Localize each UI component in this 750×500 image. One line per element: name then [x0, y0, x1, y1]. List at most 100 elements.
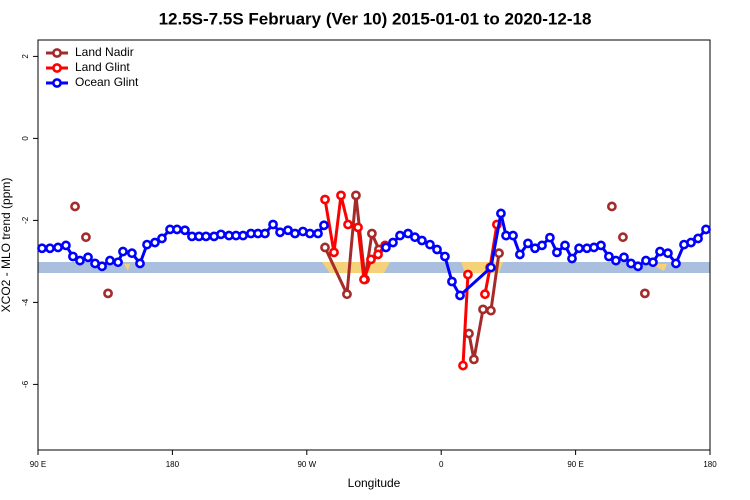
data-point: [447, 276, 457, 287]
data-point: [268, 219, 278, 230]
data-point: [604, 251, 614, 262]
data-point: [686, 237, 696, 248]
data-point: [81, 232, 91, 243]
data-point: [606, 201, 617, 212]
land-ocean-strip: [38, 262, 710, 273]
data-point: [381, 242, 391, 253]
y-tick-label: 2: [21, 54, 30, 59]
plot-frame: [37, 39, 711, 451]
data-point: [127, 248, 137, 259]
data-point: [463, 269, 473, 280]
x-axis-label: Longitude: [348, 476, 401, 490]
data-point: [508, 230, 518, 241]
data-point: [68, 251, 78, 262]
data-point: [342, 289, 352, 300]
data-point: [70, 201, 80, 212]
data-point: [343, 219, 353, 230]
data-point: [367, 228, 377, 239]
data-point: [373, 249, 383, 260]
data-point: [260, 228, 270, 239]
data-point: [455, 290, 465, 301]
data-point: [440, 251, 450, 262]
data-point: [494, 248, 504, 259]
data-point: [103, 288, 113, 299]
data-point: [486, 262, 496, 273]
x-tick-label: 180: [703, 460, 717, 469]
data-point: [180, 225, 190, 236]
data-point: [83, 252, 93, 263]
data-point: [639, 288, 650, 299]
land-shape: [124, 264, 130, 271]
y-tick-label: -2: [21, 216, 30, 224]
data-point: [75, 255, 85, 266]
data-point: [150, 237, 160, 248]
data-point: [469, 354, 479, 365]
data-point: [496, 208, 506, 219]
data-point: [353, 222, 363, 233]
data-point: [458, 360, 468, 371]
data-point: [425, 239, 435, 250]
legend-label: Land Nadir: [75, 45, 134, 59]
data-point: [105, 255, 115, 266]
data-point: [336, 190, 346, 201]
data-point: [113, 257, 123, 268]
data-point: [560, 240, 570, 251]
legend-marker: [52, 63, 62, 73]
data-point: [514, 249, 525, 260]
data-point: [142, 239, 152, 250]
data-point: [359, 274, 369, 285]
data-point: [320, 194, 330, 205]
chart-title: 12.5S-7.5S February (Ver 10) 2015-01-01 …: [159, 9, 592, 28]
data-point: [97, 261, 107, 272]
data-point: [329, 247, 339, 258]
legend-marker: [52, 78, 62, 88]
data-point: [611, 255, 621, 266]
data-point: [537, 240, 547, 251]
data-point: [351, 190, 361, 201]
data-point: [275, 227, 285, 238]
y-tick-label: 0: [21, 136, 30, 141]
data-point: [172, 224, 182, 235]
data-point: [464, 328, 474, 339]
data-point: [618, 232, 628, 243]
data-point: [567, 253, 577, 264]
data-point: [552, 247, 562, 258]
data-point: [596, 240, 606, 251]
data-point: [633, 261, 643, 272]
data-point: [290, 228, 300, 239]
land-shape: [322, 262, 390, 273]
data-point: [403, 228, 413, 239]
data-point: [157, 233, 167, 244]
data-point: [417, 235, 427, 246]
data-point: [388, 237, 398, 248]
x-tick-label: 0: [439, 460, 444, 469]
data-point: [201, 231, 211, 242]
data-point: [671, 258, 681, 269]
data-point: [366, 254, 376, 265]
data-point: [701, 224, 711, 235]
data-point: [432, 244, 442, 255]
data-point: [655, 246, 665, 257]
data-point: [693, 233, 703, 244]
x-tick-label: 90 E: [30, 460, 46, 469]
y-tick-label: -6: [21, 380, 30, 388]
data-point: [135, 258, 145, 269]
data-point: [486, 305, 496, 316]
data-point: [320, 242, 330, 253]
data-point: [53, 242, 63, 253]
legend-marker: [52, 48, 62, 58]
data-point: [238, 230, 248, 241]
x-tick-label: 90 W: [297, 460, 316, 469]
data-point: [118, 246, 128, 257]
data-point: [662, 248, 673, 259]
data-point: [37, 243, 47, 254]
legend-label: Ocean Glint: [75, 75, 139, 89]
series-line: [325, 195, 645, 359]
data-point: [545, 232, 555, 243]
data-point: [45, 243, 55, 254]
data-point: [478, 304, 488, 315]
y-axis-label: XCO2 - MLO trend (ppm): [0, 178, 13, 313]
data-point: [216, 229, 226, 240]
data-point: [619, 252, 629, 263]
data-point: [480, 289, 490, 300]
